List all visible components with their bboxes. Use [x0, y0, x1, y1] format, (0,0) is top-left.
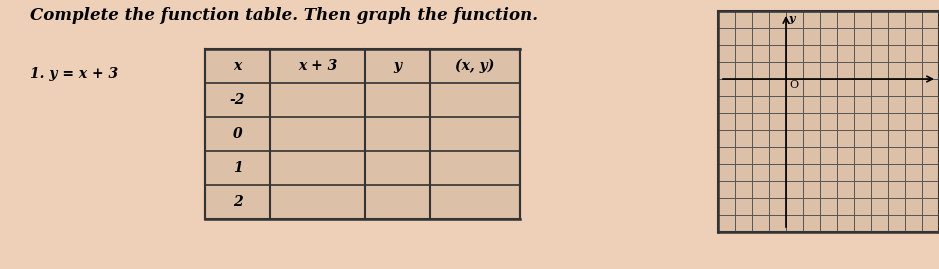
Text: y: y [393, 59, 402, 73]
Text: 1: 1 [233, 161, 242, 175]
Text: y: y [788, 13, 794, 24]
Text: Complete the function table. Then graph the function.: Complete the function table. Then graph … [30, 7, 538, 24]
Text: x + 3: x + 3 [298, 59, 337, 73]
Text: x: x [234, 59, 241, 73]
Text: -2: -2 [230, 93, 245, 107]
Bar [205, 49, 520, 219]
Text: O: O [789, 80, 798, 90]
Text: 1. y = x + 3: 1. y = x + 3 [30, 67, 118, 81]
Text: (x, y): (x, y) [455, 59, 495, 73]
Text: 2: 2 [233, 195, 242, 209]
Text: 0: 0 [233, 127, 242, 141]
Bar [718, 11, 939, 232]
